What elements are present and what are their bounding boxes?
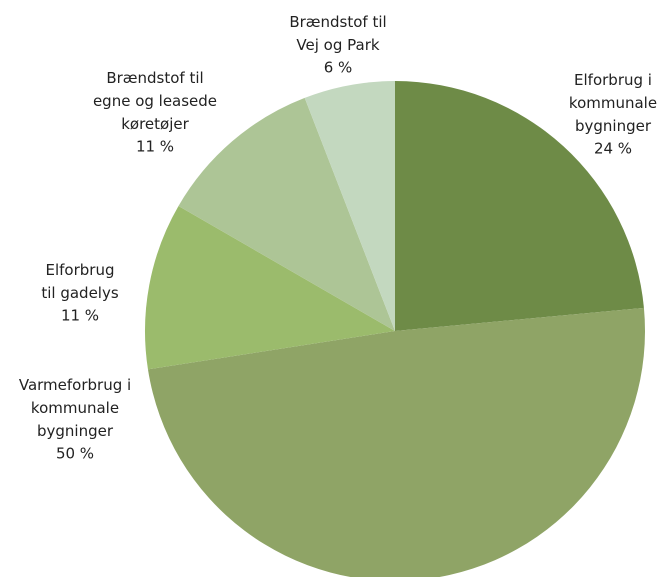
slice-label: Elforbrug til gadelys bbox=[41, 261, 118, 302]
pie-slice bbox=[145, 206, 395, 370]
slice-label: Brændstof til Vej og Park bbox=[289, 13, 386, 54]
slice-label: Varmeforbrug i kommunale bygninger bbox=[19, 376, 131, 440]
value-label: 50 % bbox=[56, 445, 94, 463]
pie-slice bbox=[304, 81, 395, 331]
pie-slice bbox=[395, 81, 644, 331]
slice-label: Brændstof til egne og leasede køretøjer bbox=[93, 69, 217, 133]
slice-label: Elforbrug i kommunale bygninger bbox=[569, 71, 657, 135]
value-label: 11 % bbox=[136, 138, 174, 156]
value-label: 11 % bbox=[61, 307, 99, 325]
value-label: 6 % bbox=[324, 59, 353, 77]
value-label: 24 % bbox=[594, 140, 632, 158]
pie-slice bbox=[178, 97, 395, 331]
pie-slice bbox=[147, 307, 645, 577]
